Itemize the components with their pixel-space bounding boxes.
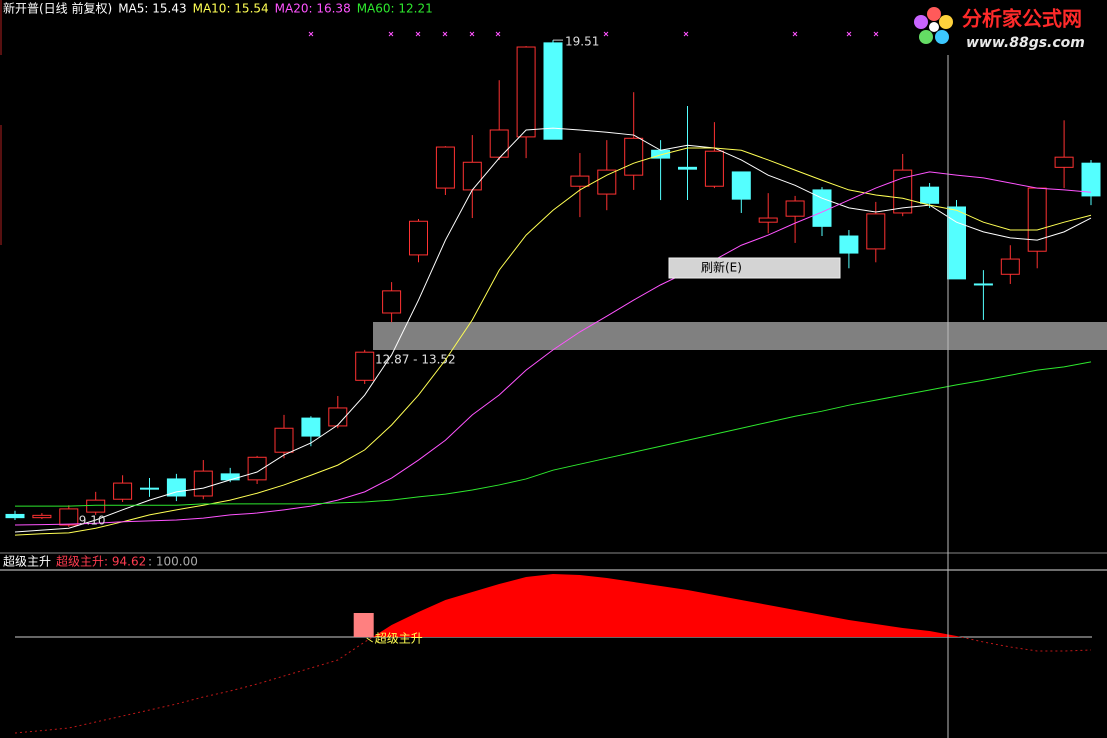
candle-body (435, 146, 455, 189)
candle-body (32, 514, 52, 519)
candle-body (140, 487, 159, 490)
candle-body (758, 217, 778, 223)
logo-url: www.88gs.com (966, 35, 1085, 51)
candle-body (274, 427, 294, 453)
candle-body (920, 186, 940, 204)
range-band (373, 322, 1107, 350)
ma-label: MA10: 15.54 (193, 2, 269, 16)
candle-body (893, 169, 913, 214)
high-label: 19.51 (565, 35, 599, 49)
candle-body (839, 235, 859, 254)
range-band-label: 12.87 - 13.52 (375, 353, 456, 367)
candle-body (355, 351, 375, 381)
candle-body (489, 129, 509, 158)
candle-body (624, 137, 644, 176)
candle-body (597, 169, 617, 195)
indicator-panel: 超级主升 (14, 574, 1092, 734)
candle-body (704, 150, 724, 187)
candle-body (1081, 162, 1101, 197)
candle-body (113, 482, 133, 500)
ma-line (14, 127, 1092, 533)
ma-label: MA60: 12.21 (357, 2, 433, 16)
candle-body (516, 46, 536, 138)
candle-body (731, 171, 751, 200)
signal-arrow (366, 637, 373, 643)
signal-cross (846, 31, 852, 37)
logo-title: 分析家公式网 (962, 7, 1082, 31)
logo: 分析家公式网 www.88gs.com (914, 7, 1085, 51)
candle-body (328, 407, 348, 427)
ma-line (14, 171, 1092, 526)
candle-body (1054, 156, 1074, 168)
indicator-name: 超级主升 (3, 554, 51, 569)
menu-item[interactable]: 刷新(E) (701, 260, 742, 275)
candle-body (382, 290, 402, 314)
candle-body (409, 220, 428, 256)
low-label: 9.10 (79, 513, 106, 527)
candle-body (462, 161, 482, 191)
indicator-area (15, 574, 1091, 637)
ma-label: MA20: 16.38 (275, 2, 351, 16)
candle-body (1027, 187, 1047, 252)
signal-box (353, 613, 374, 637)
candle-body (301, 417, 321, 437)
context-menu[interactable]: 刷新(E) (668, 257, 841, 279)
ma-label: MA5: 15.43 (118, 2, 186, 16)
candle-body (866, 213, 886, 250)
candle-body (678, 166, 697, 170)
signal-label: 超级主升 (375, 631, 423, 646)
candle-body (59, 508, 79, 526)
candle-body (543, 42, 563, 140)
signal-cross (388, 31, 394, 37)
signal-cross (442, 31, 448, 37)
price-panel: 19.51 9.10 (5, 31, 1101, 536)
signal-cross (415, 31, 421, 37)
candle-body (785, 200, 805, 217)
menu-box (668, 257, 841, 279)
candle-body (86, 499, 106, 513)
candle-body (973, 283, 993, 286)
indicator-value: 超级主升: 94.62 (56, 554, 146, 569)
candle-body (220, 473, 240, 481)
signal-cross (308, 31, 314, 37)
candle-body (193, 470, 213, 497)
candle-body (1000, 258, 1020, 275)
candle-body (5, 513, 25, 519)
signal-cross (873, 31, 879, 37)
indicator-ref: : 100.00 (148, 555, 198, 569)
signal-cross (792, 31, 798, 37)
candle-body (570, 175, 590, 187)
signal-cross (469, 31, 475, 37)
signal-cross (603, 31, 609, 37)
ma-line (14, 147, 1092, 536)
candle-body (247, 456, 267, 481)
signal-cross (683, 31, 689, 37)
ma-line (15, 361, 1092, 507)
stock-title: 新开普(日线 前复权) (3, 1, 112, 16)
signal-cross (495, 31, 501, 37)
